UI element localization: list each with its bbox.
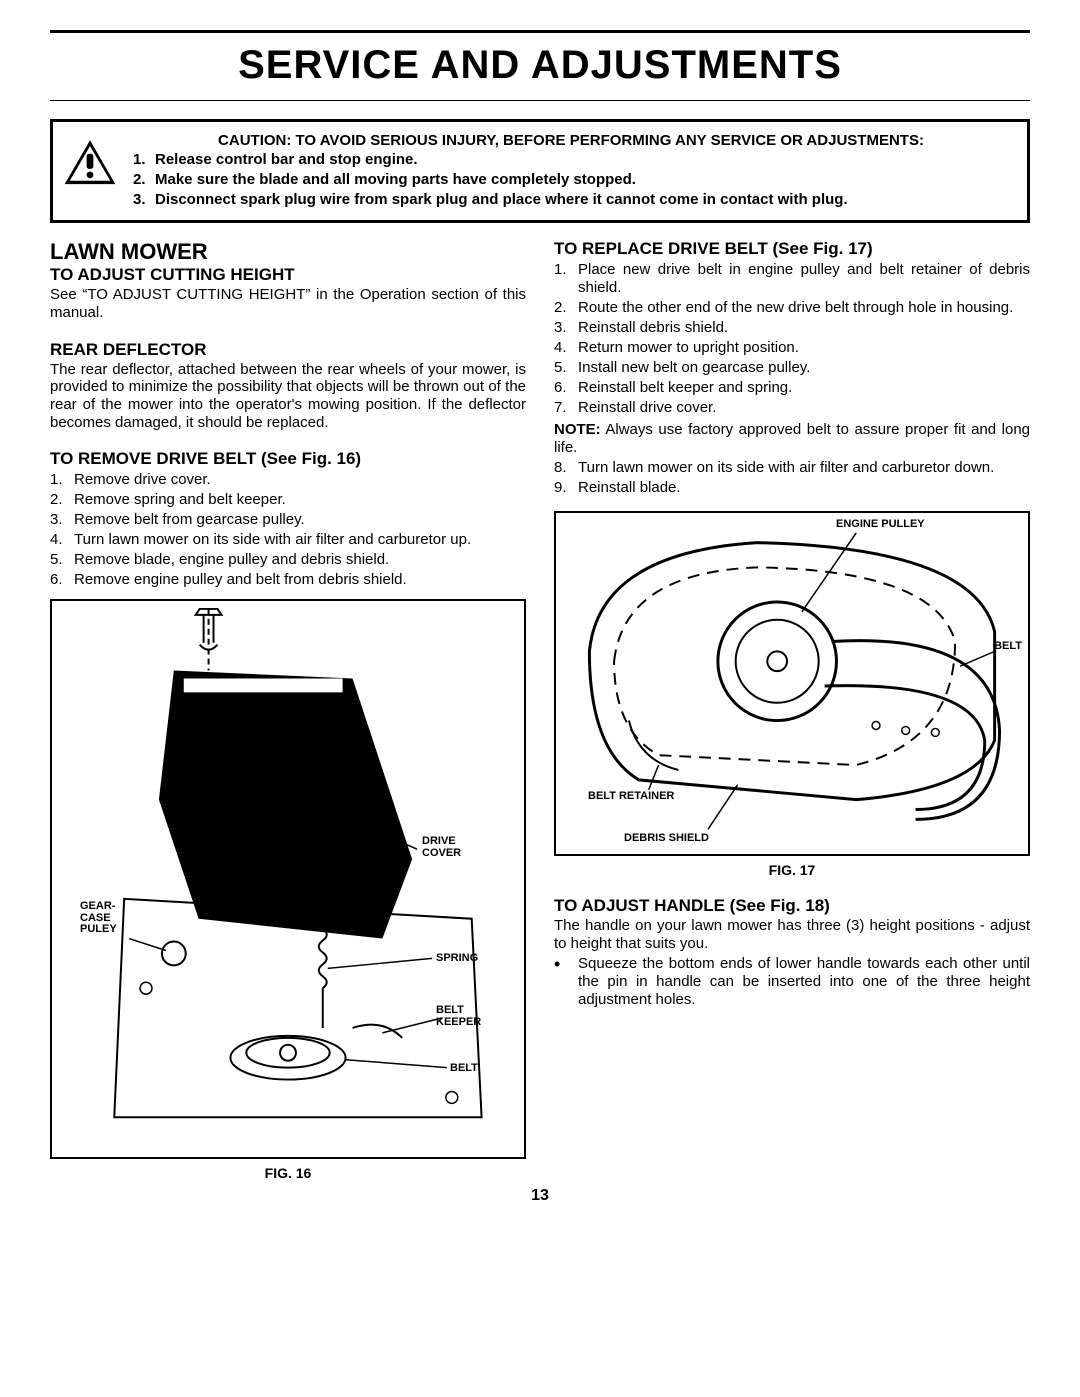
step-text: Turn lawn mower on its side with air fil… (74, 531, 471, 549)
step: 5.Remove blade, engine pulley and debris… (50, 551, 526, 569)
caution-item-text: Make sure the blade and all moving parts… (155, 171, 636, 190)
warning-icon (63, 138, 117, 193)
step: 4.Turn lawn mower on its side with air f… (50, 531, 526, 549)
steps-remove-belt: 1.Remove drive cover. 2.Remove spring an… (50, 471, 526, 589)
subhead-rear-deflector: REAR DEFLECTOR (50, 340, 526, 360)
steps-replace-belt-2: 8.Turn lawn mower on its side with air f… (554, 459, 1030, 497)
caution-heading: CAUTION: TO AVOID SERIOUS INJURY, BEFORE… (129, 132, 1013, 149)
section-title-lawnmower: LAWN MOWER (50, 239, 526, 265)
note-label: NOTE: (554, 421, 601, 438)
step: 5.Install new belt on gearcase pulley. (554, 359, 1030, 377)
step-text: Remove drive cover. (74, 471, 211, 489)
caution-item-text: Release control bar and stop engine. (155, 151, 418, 170)
step-text: Route the other end of the new drive bel… (578, 299, 1013, 317)
left-column: LAWN MOWER TO ADJUST CUTTING HEIGHT See … (50, 237, 526, 1181)
figure-17-svg (556, 513, 1028, 854)
step: 2.Remove spring and belt keeper. (50, 491, 526, 509)
step: 2.Route the other end of the new drive b… (554, 299, 1030, 317)
fig17-label-debris-shield: DEBRIS SHIELD (624, 833, 709, 845)
right-column: TO REPLACE DRIVE BELT (See Fig. 17) 1.Pl… (554, 237, 1030, 1181)
step-text: Remove belt from gearcase pulley. (74, 511, 305, 529)
subhead-replace-belt: TO REPLACE DRIVE BELT (See Fig. 17) (554, 239, 1030, 259)
step-text: Return mower to upright position. (578, 339, 799, 357)
step-text: Remove engine pulley and belt from debri… (74, 571, 407, 589)
rule-top-thick (50, 30, 1030, 33)
step-text: Remove blade, engine pulley and debris s… (74, 551, 389, 569)
step: 1.Place new drive belt in engine pulley … (554, 261, 1030, 297)
note-text: Always use factory approved belt to assu… (554, 421, 1030, 456)
caution-item: 1.Release control bar and stop engine. (133, 151, 1013, 170)
step-text: Remove spring and belt keeper. (74, 491, 286, 509)
step: 9.Reinstall blade. (554, 479, 1030, 497)
subhead-remove-belt: TO REMOVE DRIVE BELT (See Fig. 16) (50, 449, 526, 469)
bullets-adjust-handle: •Squeeze the bottom ends of lower handle… (554, 955, 1030, 1009)
fig17-label-engine-pulley: ENGINE PULLEY (836, 519, 925, 531)
body-rear-deflector: The rear deflector, attached between the… (50, 361, 526, 432)
step: 8.Turn lawn mower on its side with air f… (554, 459, 1030, 477)
bullet-text: Squeeze the bottom ends of lower handle … (578, 955, 1030, 1009)
step-text: Place new drive belt in engine pulley an… (578, 261, 1030, 297)
step: 6.Reinstall belt keeper and spring. (554, 379, 1030, 397)
columns: LAWN MOWER TO ADJUST CUTTING HEIGHT See … (50, 237, 1030, 1181)
step-text: Install new belt on gearcase pulley. (578, 359, 810, 377)
caution-item: 3.Disconnect spark plug wire from spark … (133, 191, 1013, 210)
fig17-label-belt: BELT (994, 641, 1022, 653)
step-text: Reinstall drive cover. (578, 399, 716, 417)
step: 7.Reinstall drive cover. (554, 399, 1030, 417)
fig16-caption: FIG. 16 (50, 1165, 526, 1181)
caution-box: CAUTION: TO AVOID SERIOUS INJURY, BEFORE… (50, 119, 1030, 223)
caution-list: 1.Release control bar and stop engine. 2… (129, 151, 1013, 209)
fig16-label-belt: BELT (450, 1063, 478, 1075)
step-text: Reinstall blade. (578, 479, 681, 497)
fig17-caption: FIG. 17 (554, 862, 1030, 878)
steps-replace-belt: 1.Place new drive belt in engine pulley … (554, 261, 1030, 417)
step: 3.Remove belt from gearcase pulley. (50, 511, 526, 529)
step: 1.Remove drive cover. (50, 471, 526, 489)
rule-top-thin (50, 100, 1030, 101)
body-adjust-handle: The handle on your lawn mower has three … (554, 917, 1030, 952)
fig16-label-beltkeeper: BELT KEEPER (436, 1005, 481, 1028)
figure-17: ENGINE PULLEY BELT BELT RETAINER DEBRIS … (554, 511, 1030, 856)
subhead-adjust-handle: TO ADJUST HANDLE (See Fig. 18) (554, 896, 1030, 916)
page-title: SERVICE AND ADJUSTMENTS (50, 43, 1030, 88)
fig16-label-drivecover: DRIVE COVER (422, 836, 461, 859)
fig16-label-gearcase: GEAR- CASE PULEY (80, 901, 117, 936)
fig17-label-belt-retainer: BELT RETAINER (588, 791, 674, 803)
page-number: 13 (50, 1187, 1030, 1205)
caution-text: CAUTION: TO AVOID SERIOUS INJURY, BEFORE… (129, 132, 1013, 210)
fig16-label-spring: SPRING (436, 953, 478, 965)
step: 6.Remove engine pulley and belt from deb… (50, 571, 526, 589)
caution-item-text: Disconnect spark plug wire from spark pl… (155, 191, 848, 210)
subhead-cutting-height: TO ADJUST CUTTING HEIGHT (50, 265, 526, 285)
step-text: Reinstall belt keeper and spring. (578, 379, 792, 397)
caution-item: 2.Make sure the blade and all moving par… (133, 171, 1013, 190)
bullet: •Squeeze the bottom ends of lower handle… (554, 955, 1030, 1009)
figure-16: GEAR- CASE PULEY DRIVE COVER SPRING BELT… (50, 599, 526, 1159)
step-text: Turn lawn mower on its side with air fil… (578, 459, 994, 477)
body-cutting-height: See “TO ADJUST CUTTING HEIGHT” in the Op… (50, 286, 526, 321)
step: 4.Return mower to upright position. (554, 339, 1030, 357)
step-text: Reinstall debris shield. (578, 319, 728, 337)
note-replace-belt: NOTE: Always use factory approved belt t… (554, 421, 1030, 457)
step: 3.Reinstall debris shield. (554, 319, 1030, 337)
